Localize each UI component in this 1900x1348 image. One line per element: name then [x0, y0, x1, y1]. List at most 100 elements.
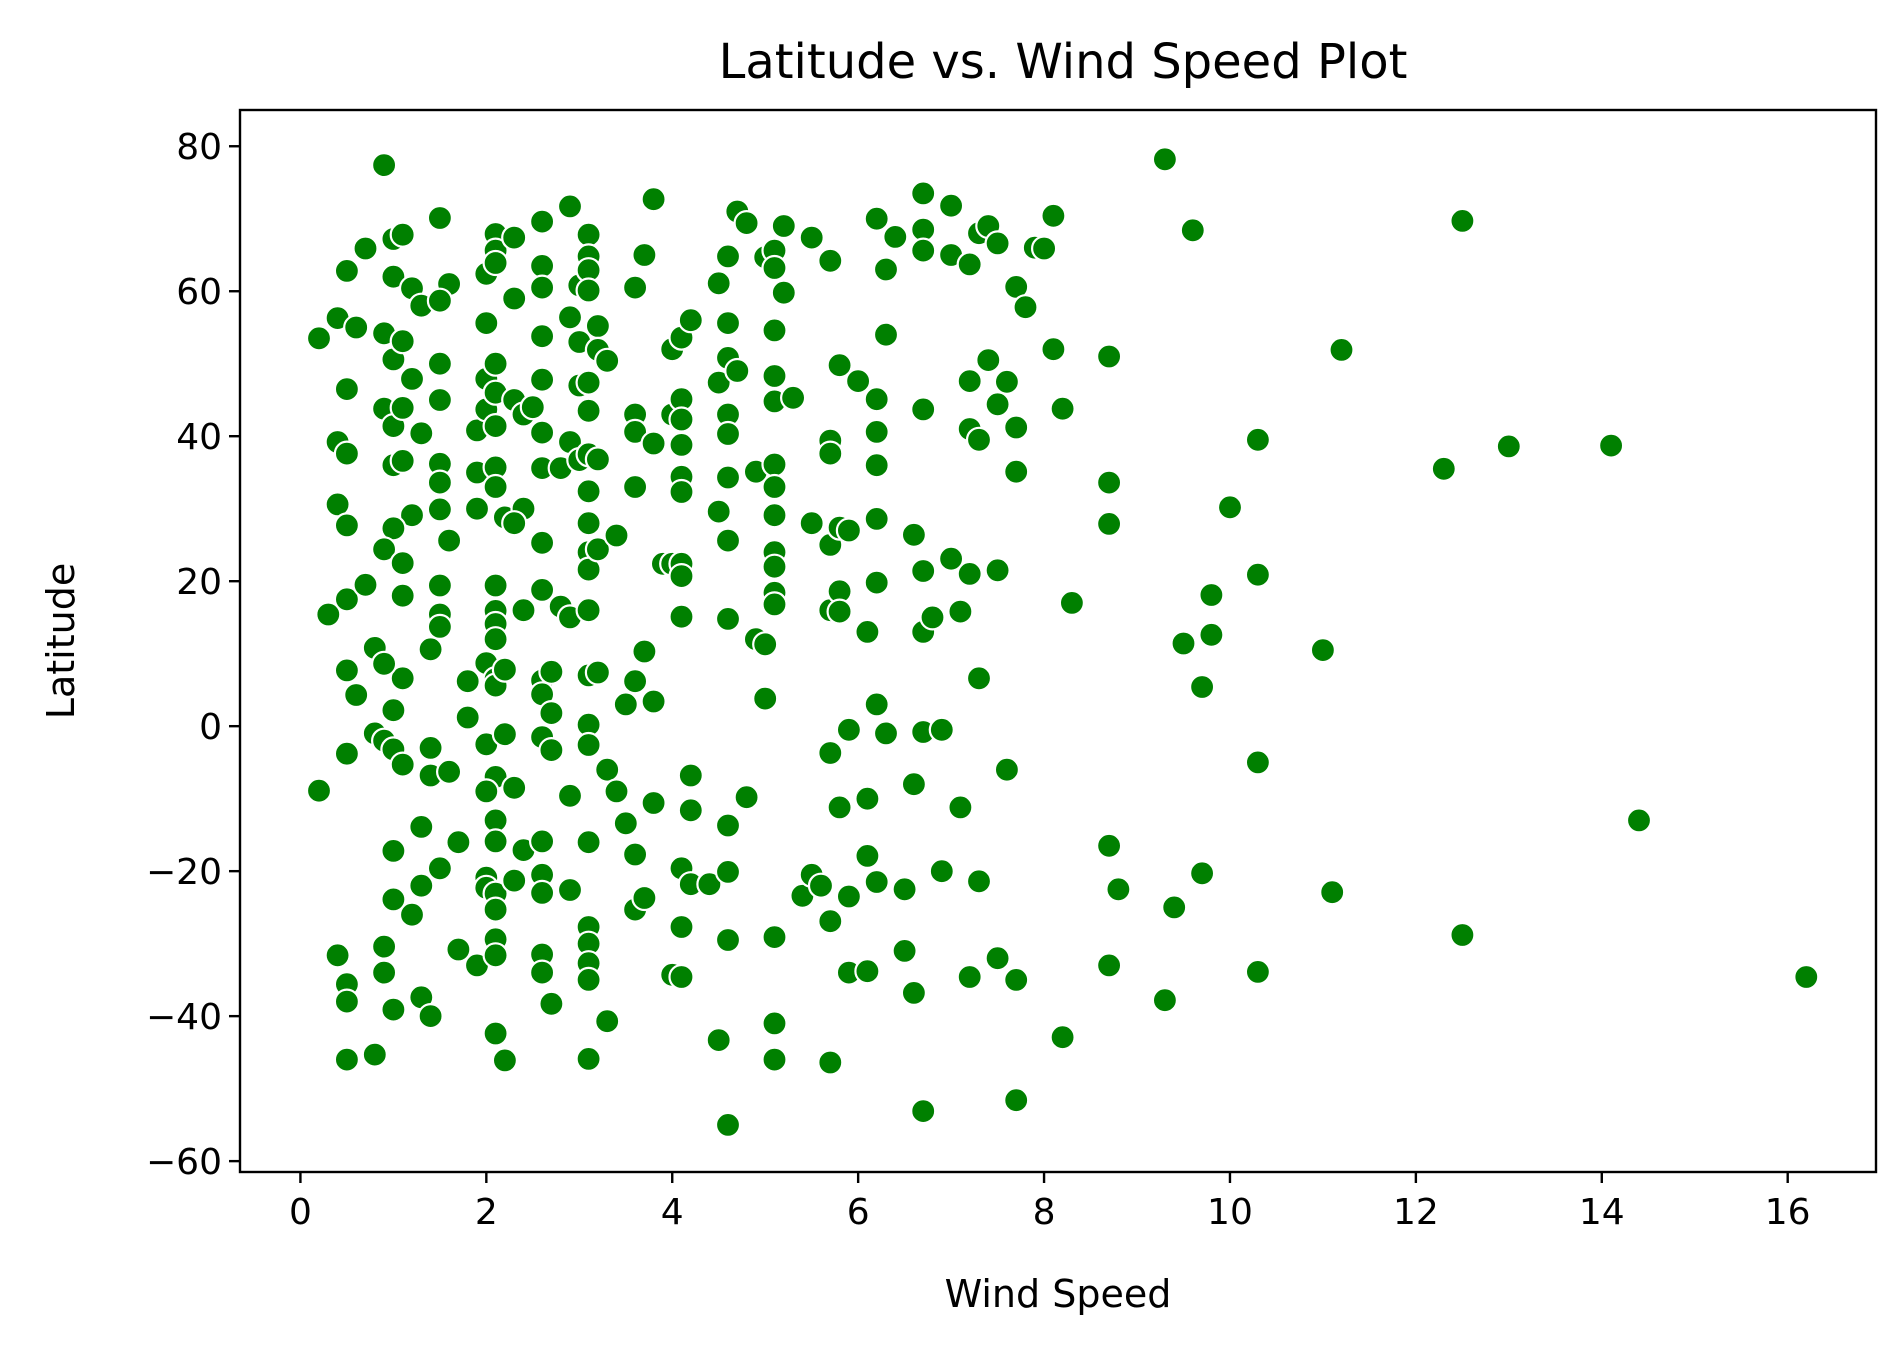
data-point	[343, 681, 370, 709]
data-point	[826, 352, 853, 379]
x-tick-label: 4	[661, 1192, 684, 1233]
data-point	[584, 446, 612, 473]
data-point	[984, 230, 1011, 257]
data-point	[1793, 963, 1820, 991]
data-point	[594, 756, 621, 783]
x-axis-label: Wind Speed	[945, 1272, 1172, 1316]
data-point	[761, 473, 788, 501]
data-point	[528, 828, 556, 855]
data-point	[482, 350, 509, 377]
data-point	[333, 376, 360, 403]
y-tick-label: 20	[176, 562, 222, 603]
data-point	[556, 876, 584, 904]
data-point	[361, 1041, 388, 1068]
data-point	[1040, 202, 1067, 229]
data-point	[389, 221, 416, 248]
data-point	[863, 505, 890, 533]
data-point	[454, 704, 481, 731]
data-point	[668, 478, 695, 506]
data-point	[872, 256, 900, 283]
data-point	[426, 204, 453, 232]
data-point	[835, 517, 863, 544]
data-point	[575, 277, 602, 304]
data-point	[668, 963, 695, 991]
data-point	[389, 582, 416, 609]
data-point	[984, 391, 1011, 418]
data-point	[426, 469, 453, 496]
data-point	[928, 858, 955, 885]
data-point	[612, 810, 639, 837]
data-point	[798, 224, 825, 251]
data-point	[668, 431, 695, 458]
data-point	[872, 720, 900, 747]
data-point	[575, 966, 602, 994]
data-point	[965, 426, 993, 453]
data-point	[575, 597, 602, 624]
data-point	[770, 279, 797, 306]
data-point	[975, 347, 1002, 374]
data-point	[854, 785, 881, 812]
data-point	[389, 394, 416, 421]
data-point	[900, 771, 928, 798]
data-point	[956, 560, 983, 588]
data-point	[408, 813, 435, 841]
x-tick-label: 14	[1579, 1192, 1625, 1233]
data-point	[714, 812, 742, 839]
data-point	[426, 287, 453, 314]
data-point	[761, 451, 788, 478]
data-point	[937, 192, 965, 219]
data-point	[389, 549, 416, 577]
data-point	[1244, 426, 1272, 453]
data-point	[1198, 621, 1225, 648]
data-point	[965, 665, 993, 692]
data-point	[1244, 561, 1272, 588]
data-point	[640, 186, 667, 213]
data-point	[1430, 455, 1457, 482]
data-point	[575, 1045, 602, 1073]
x-tick-label: 12	[1393, 1192, 1439, 1233]
data-point	[1095, 510, 1123, 538]
data-point	[779, 384, 807, 411]
data-point	[371, 959, 398, 986]
data-point	[1095, 952, 1123, 979]
data-point	[984, 945, 1011, 972]
data-point	[380, 837, 407, 865]
data-point	[714, 926, 742, 954]
data-point	[454, 668, 481, 695]
data-point	[538, 699, 565, 727]
data-point	[575, 829, 602, 856]
data-point	[473, 778, 500, 805]
data-point	[482, 413, 509, 440]
data-point	[417, 734, 444, 762]
data-point	[556, 193, 584, 220]
data-point	[528, 879, 556, 907]
y-axis-label: Latitude	[39, 563, 83, 719]
data-point	[445, 829, 472, 856]
data-point	[575, 221, 602, 248]
data-point	[482, 249, 509, 277]
data-point	[501, 867, 528, 894]
data-point	[677, 762, 704, 789]
x-tick-label: 2	[475, 1192, 498, 1233]
data-point	[956, 963, 983, 991]
data-point	[501, 285, 528, 312]
data-point	[1003, 966, 1030, 994]
data-point	[482, 626, 509, 653]
data-point	[528, 323, 556, 350]
data-point	[733, 210, 760, 237]
data-point	[528, 274, 556, 301]
data-point	[1449, 921, 1476, 949]
data-point	[910, 180, 937, 207]
data-point	[817, 1049, 844, 1076]
data-point	[343, 314, 370, 341]
data-point	[1040, 336, 1067, 363]
data-point	[993, 368, 1021, 395]
data-point	[482, 1020, 509, 1047]
data-point	[733, 784, 760, 811]
data-point	[426, 386, 453, 414]
data-point	[371, 152, 398, 179]
data-point	[426, 613, 453, 641]
data-point	[817, 908, 844, 935]
data-point	[603, 778, 630, 805]
data-point	[863, 868, 890, 896]
